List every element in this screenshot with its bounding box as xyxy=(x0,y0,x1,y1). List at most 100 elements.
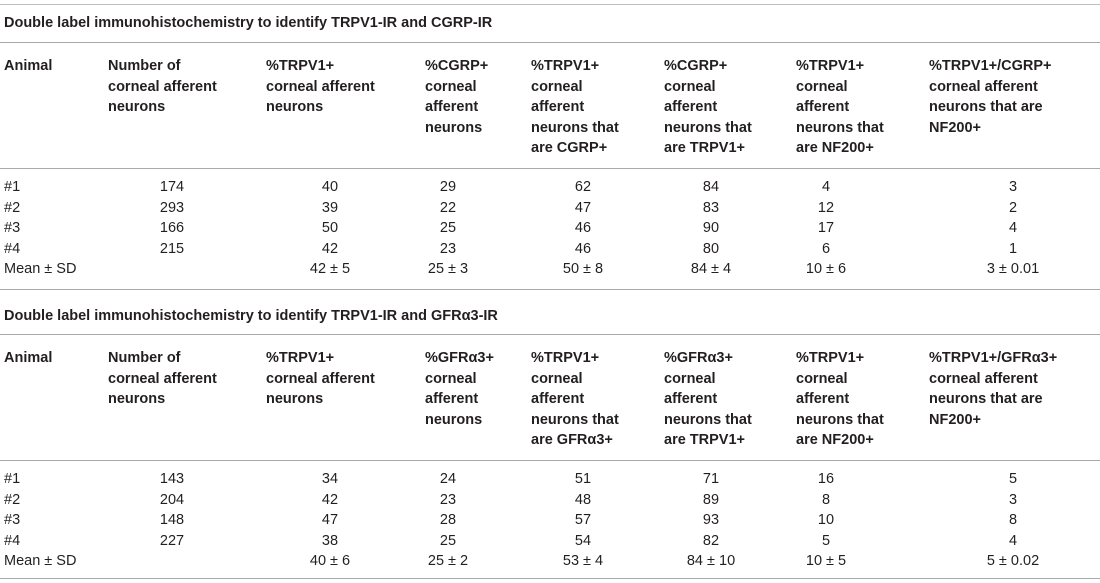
column-header: %TRPV1+ corneal afferent neurons that ar… xyxy=(796,58,884,156)
table-cell: 50 xyxy=(321,220,339,236)
caption-rule xyxy=(0,42,1100,43)
column-header: %TRPV1+ corneal afferent neurons xyxy=(266,350,375,407)
column-header: Number of corneal afferent neurons xyxy=(108,350,217,407)
column-header: Number of corneal afferent neurons xyxy=(108,58,217,115)
header-rule xyxy=(0,460,1100,461)
table-cell: 166 xyxy=(159,220,185,236)
table-cell: 39 xyxy=(321,199,339,216)
table-cell: 4 xyxy=(1008,220,1018,236)
animal-id: #4 xyxy=(4,240,21,257)
table-cell: 83 xyxy=(702,199,720,216)
table-cell: 174 xyxy=(159,179,185,195)
table-cell: 227 xyxy=(159,532,185,549)
table-cell: 23 xyxy=(439,491,457,508)
table-cell: 28 xyxy=(439,512,457,528)
table-cell: 42 xyxy=(321,491,339,508)
table-cell: 3 ± 0.01 xyxy=(986,261,1040,277)
table-cell: 34 xyxy=(321,471,339,487)
table-cell: 10 xyxy=(817,512,835,528)
table-cell: 46 xyxy=(574,220,592,236)
table-cell: 148 xyxy=(159,512,185,528)
table-cell: 2 xyxy=(1008,199,1018,216)
table-cell: 46 xyxy=(574,240,592,257)
table-cell: 25 xyxy=(439,220,457,236)
table-cell: 10 ± 5 xyxy=(805,553,847,569)
table-cell: 82 xyxy=(702,532,720,549)
table-cell: 29 xyxy=(439,179,457,195)
section-caption: Double label immunohistochemistry to ide… xyxy=(4,308,498,324)
column-header: %TRPV1+ corneal afferent neurons xyxy=(266,58,375,115)
table-cell: 40 xyxy=(321,179,339,195)
column-header-animal: Animal xyxy=(4,58,53,74)
table-cell: 8 xyxy=(1008,512,1018,528)
table-cell: 293 xyxy=(159,199,185,216)
table-cell: 54 xyxy=(574,532,592,549)
table-cell: 8 xyxy=(821,491,831,508)
animal-id: #4 xyxy=(4,532,21,549)
table-cell: 51 xyxy=(574,471,592,487)
table-cell: 5 xyxy=(821,532,831,549)
table-cell: 84 ± 4 xyxy=(690,261,732,277)
column-header: %TRPV1+/GFRα3+ corneal afferent neurons … xyxy=(929,350,1058,428)
section-divider-rule xyxy=(0,289,1100,290)
column-header: %TRPV1+/CGRP+ corneal afferent neurons t… xyxy=(929,58,1052,136)
table-cell: 42 xyxy=(321,240,339,257)
table-cell: 22 xyxy=(439,199,457,216)
table-cell: 16 xyxy=(817,471,835,487)
table-cell: 5 xyxy=(1008,471,1018,487)
table-top-rule xyxy=(0,4,1100,5)
table-cell: 48 xyxy=(574,491,592,508)
column-header-animal: Animal xyxy=(4,350,53,366)
table-cell: 90 xyxy=(702,220,720,236)
column-header: %TRPV1+ corneal afferent neurons that ar… xyxy=(796,350,884,448)
section-caption: Double label immunohistochemistry to ide… xyxy=(4,15,493,31)
table-cell: 84 xyxy=(702,179,720,195)
table-cell: 204 xyxy=(159,491,185,508)
table-cell: 53 ± 4 xyxy=(562,553,604,569)
table-cell: 38 xyxy=(321,532,339,549)
table-bottom-rule xyxy=(0,578,1100,579)
table-cell: 215 xyxy=(159,240,185,257)
table-cell: 47 xyxy=(321,512,339,528)
column-header: %TRPV1+ corneal afferent neurons that ar… xyxy=(531,58,619,156)
column-header: %CGRP+ corneal afferent neurons xyxy=(425,58,489,136)
table-cell: 1 xyxy=(1008,240,1018,257)
table-cell: 42 ± 5 xyxy=(309,261,351,277)
table-cell: 62 xyxy=(574,179,592,195)
table-cell: 23 xyxy=(439,240,457,257)
animal-id: #1 xyxy=(4,471,21,487)
animal-id: #1 xyxy=(4,179,21,195)
mean-sd-label: Mean ± SD xyxy=(4,553,77,569)
header-rule xyxy=(0,168,1100,169)
table-cell: 143 xyxy=(159,471,185,487)
animal-id: #3 xyxy=(4,512,21,528)
table-cell: 17 xyxy=(817,220,835,236)
table-cell: 80 xyxy=(702,240,720,257)
animal-id: #2 xyxy=(4,491,21,508)
table-cell: 6 xyxy=(821,240,831,257)
table-cell: 71 xyxy=(702,471,720,487)
table-cell: 89 xyxy=(702,491,720,508)
mean-sd-label: Mean ± SD xyxy=(4,261,77,277)
animal-id: #3 xyxy=(4,220,21,236)
table-cell: 25 xyxy=(439,532,457,549)
table-cell: 84 ± 10 xyxy=(686,553,736,569)
table-cell: 4 xyxy=(1008,532,1018,549)
table-cell: 40 ± 6 xyxy=(309,553,351,569)
table-cell: 10 ± 6 xyxy=(805,261,847,277)
table-cell: 47 xyxy=(574,199,592,216)
table-cell: 93 xyxy=(702,512,720,528)
column-header: %GFRα3+ corneal afferent neurons that ar… xyxy=(664,350,752,448)
animal-id: #2 xyxy=(4,199,21,216)
table-cell: 50 ± 8 xyxy=(562,261,604,277)
table-cell: 25 ± 3 xyxy=(427,261,469,277)
table-cell: 57 xyxy=(574,512,592,528)
table-cell: 5 ± 0.02 xyxy=(986,553,1040,569)
caption-rule xyxy=(0,334,1100,335)
table-cell: 3 xyxy=(1008,179,1018,195)
table-cell: 25 ± 2 xyxy=(427,553,469,569)
table-cell: 4 xyxy=(821,179,831,195)
table-cell: 12 xyxy=(817,199,835,216)
column-header: %GFRα3+ corneal afferent neurons xyxy=(425,350,494,428)
